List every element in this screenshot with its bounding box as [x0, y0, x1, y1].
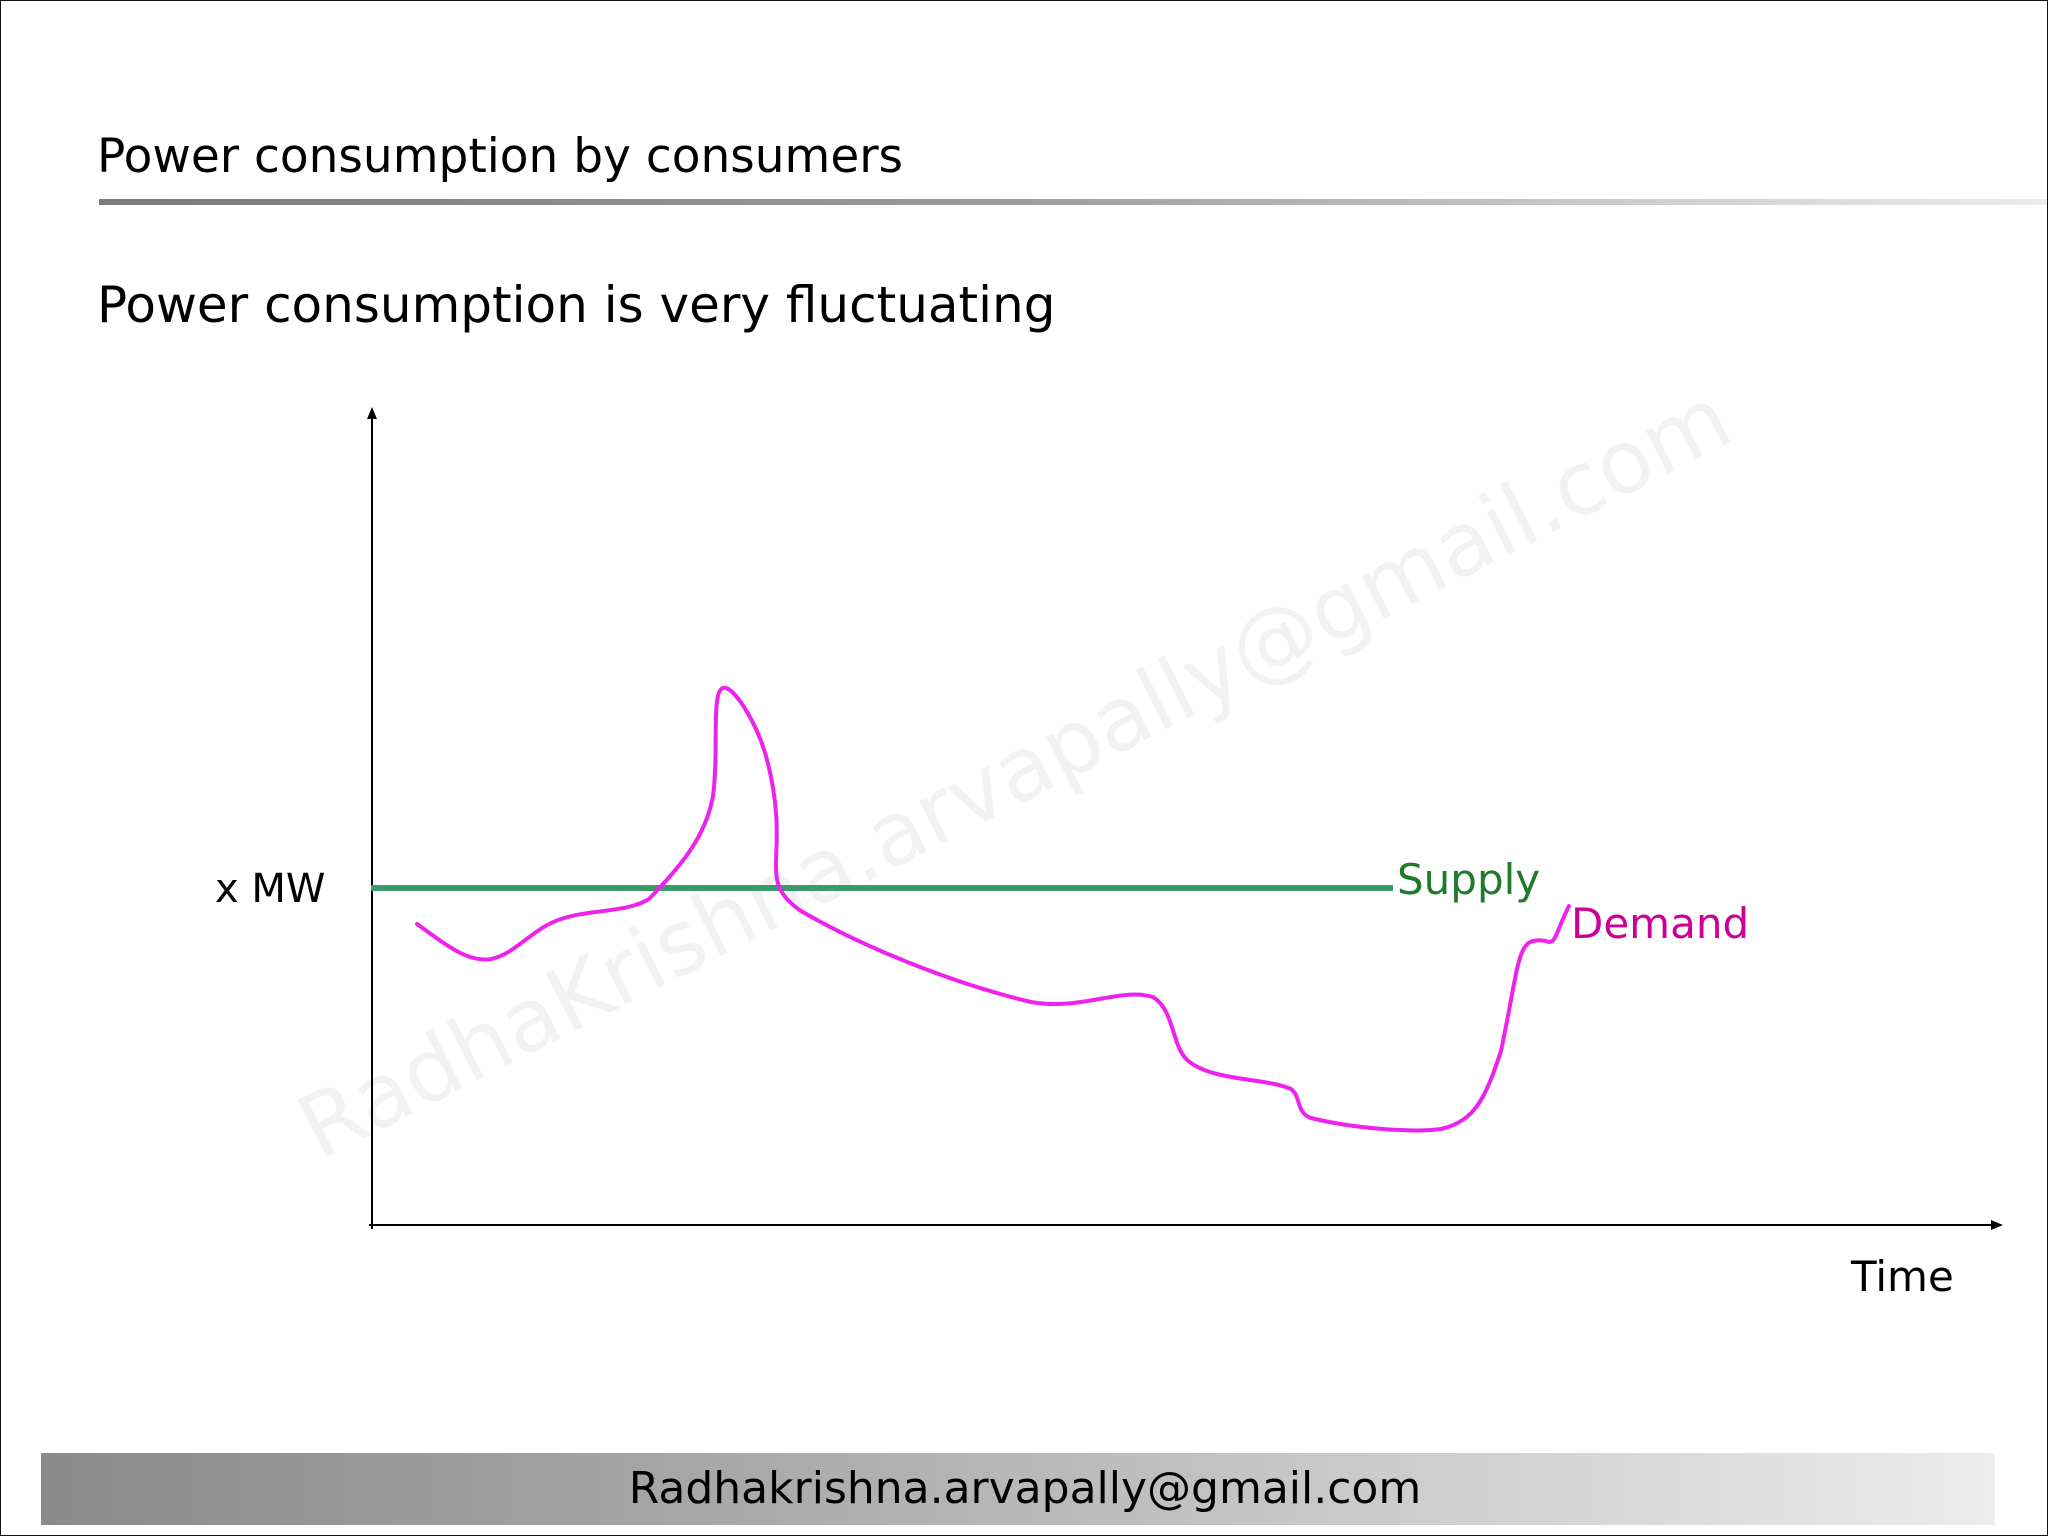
slide-subtitle: Power consumption is very fluctuating [97, 276, 1056, 334]
footer-email: Radhakrishna.arvapally@gmail.com [628, 1463, 1422, 1514]
title-divider [99, 199, 2047, 205]
supply-label: Supply [1397, 855, 1540, 904]
demand-curve [415, 685, 1571, 1133]
demand-label: Demand [1571, 899, 1749, 948]
y-axis-label: x MW [215, 866, 325, 912]
slide-title: Power consumption by consumers [97, 129, 904, 184]
footer-bar [41, 1453, 1995, 1525]
x-axis-label: Time [1850, 1252, 1954, 1301]
watermark-text: RadhaKrishna.arvapally@gmail.com [282, 365, 1747, 1179]
